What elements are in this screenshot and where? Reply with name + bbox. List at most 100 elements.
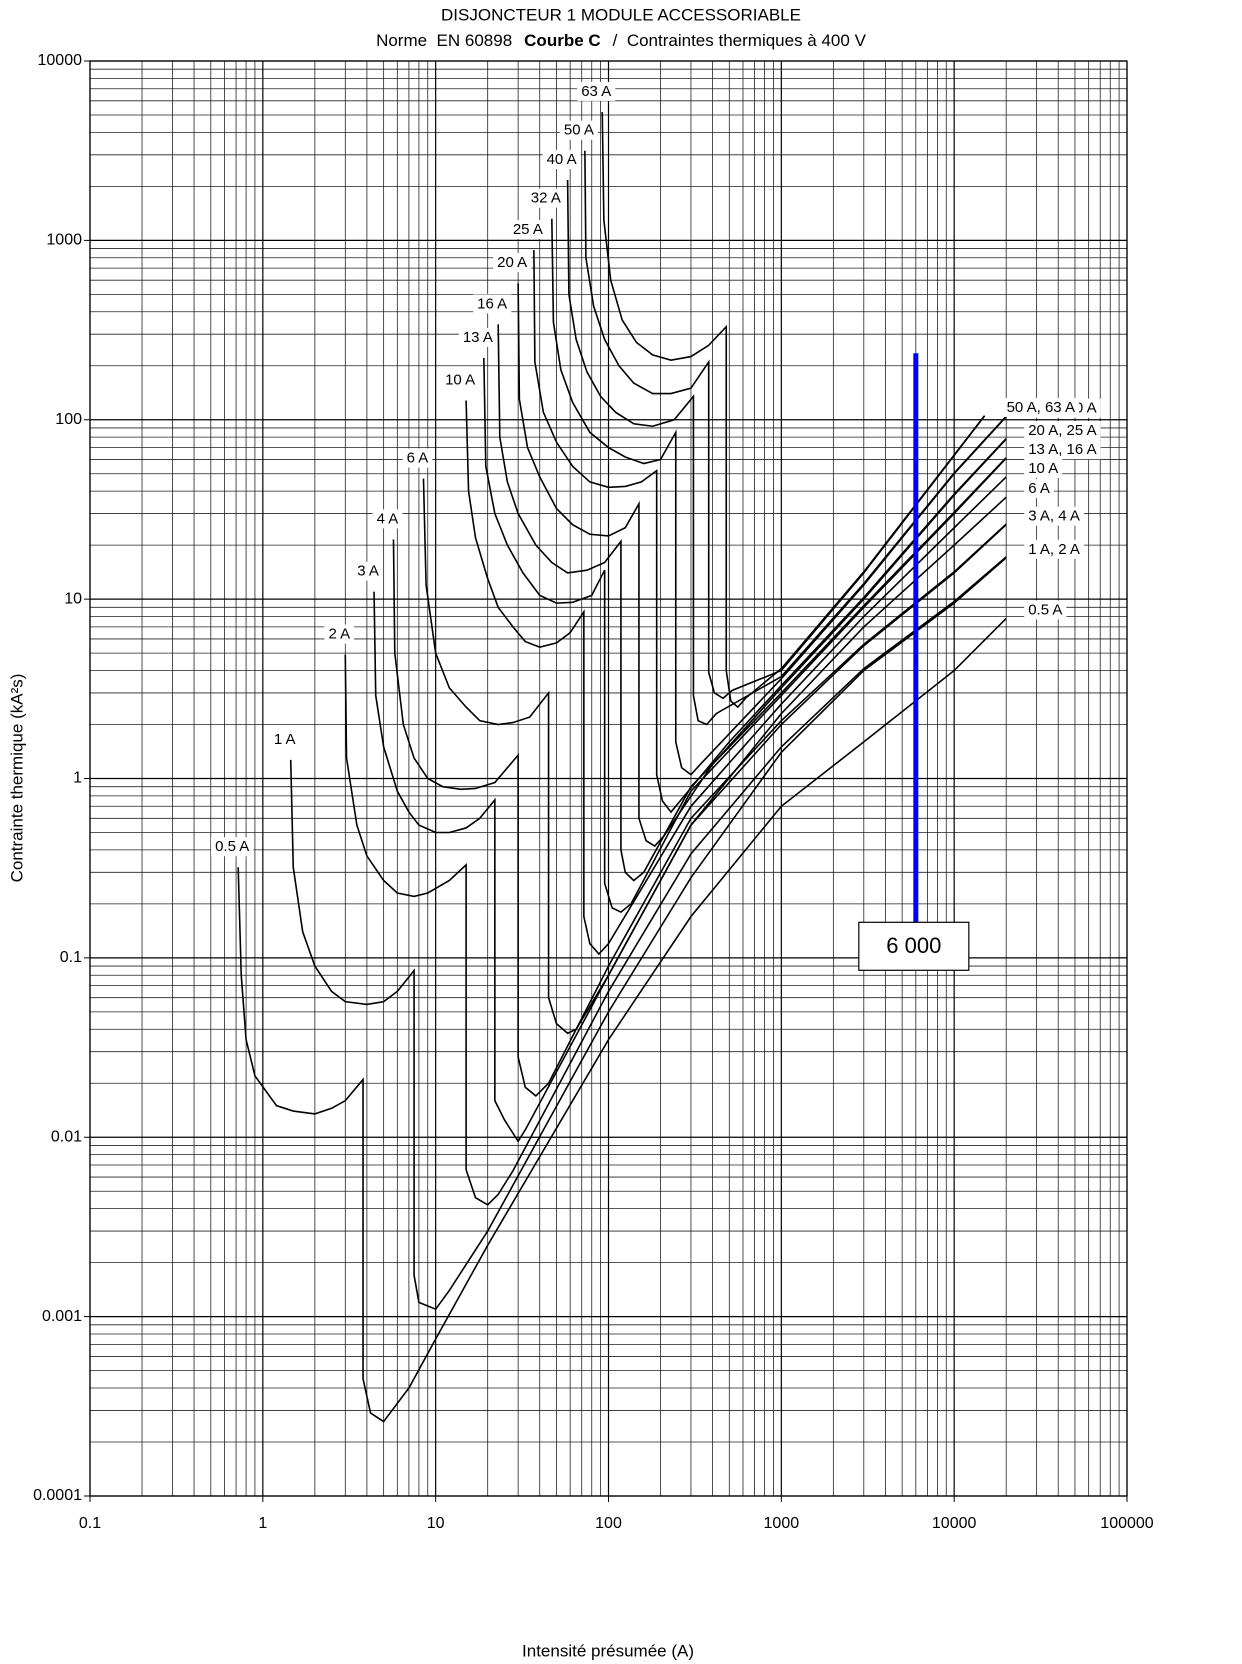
end-label-box xyxy=(1024,600,1067,620)
curve xyxy=(392,523,1007,1097)
curve-label-box xyxy=(353,561,383,581)
curve-label: 0.5 A xyxy=(215,838,249,855)
curve-label-group: 4 A xyxy=(372,509,403,529)
end-label: 3 A, 4 A xyxy=(1028,508,1080,525)
y-tick-label: 1 xyxy=(73,770,82,787)
y-tick-label: 10000 xyxy=(38,52,83,69)
end-label-box xyxy=(1024,479,1054,499)
curve xyxy=(422,478,1007,1035)
end-label-group: 20 A, 25 A xyxy=(1024,421,1101,441)
curve-label-box xyxy=(269,729,300,749)
end-label-group: 6 A xyxy=(1024,479,1054,499)
end-label-group: 50 A, 63 A xyxy=(1002,397,1080,417)
y-tick-label: 0.1 xyxy=(60,949,82,966)
x-axis-label: Intensité présumée (A) xyxy=(522,1641,694,1660)
curve xyxy=(465,400,1007,956)
subtitle-part: Norme EN 60898 xyxy=(376,31,512,50)
end-label-box xyxy=(1024,421,1101,441)
curve-label-group: 1 A xyxy=(269,729,300,749)
curve-label: 4 A xyxy=(377,510,399,527)
curve-label-box xyxy=(324,624,355,644)
curve xyxy=(237,617,1007,1423)
end-label-box xyxy=(1002,397,1080,417)
curve-label-box xyxy=(493,253,532,273)
curve-label-box xyxy=(211,837,254,857)
curve-label-group: 40 A xyxy=(542,149,581,169)
curve-label: 3 A xyxy=(357,563,379,580)
plot-frame xyxy=(89,60,1128,1497)
chart-title: DISJONCTEUR 1 MODULE ACCESSORIABLE xyxy=(441,5,801,24)
x-tick-label: 100 xyxy=(595,1515,622,1532)
curve-label-group: 6 A xyxy=(402,448,433,468)
x-tick-label: 100000 xyxy=(1100,1515,1153,1532)
end-label: 50 A, 63 A xyxy=(1007,399,1075,416)
curve-label-group: 20 A xyxy=(493,253,532,273)
y-tick-label: 100 xyxy=(55,411,82,428)
curve xyxy=(533,250,1007,814)
y-tick-label: 0.0001 xyxy=(33,1487,82,1504)
curve-label: 1 A xyxy=(274,731,296,748)
curve-label: 32 A xyxy=(531,190,561,207)
curve-label-box xyxy=(577,81,616,101)
curve-label-box xyxy=(542,149,581,169)
y-tick-label: 0.01 xyxy=(51,1128,82,1145)
curve xyxy=(289,557,1007,1311)
curve-label-box xyxy=(508,220,547,240)
curve-label-box xyxy=(372,509,403,529)
curve-label: 20 A xyxy=(497,254,527,271)
end-label-box xyxy=(1024,440,1101,460)
end-label: 6 A xyxy=(1028,480,1050,497)
curve-label: 13 A xyxy=(463,329,493,346)
curve xyxy=(584,150,986,700)
grid xyxy=(89,60,1128,1497)
curve-label-group: 0.5 A xyxy=(211,837,254,857)
curve-label-group: 25 A xyxy=(508,220,547,240)
end-label: 0.5 A xyxy=(1028,601,1062,618)
end-label-group: 1 A, 2 A xyxy=(1024,539,1084,559)
curve-label-group: 13 A xyxy=(458,327,497,347)
y-tick-label: 1000 xyxy=(46,232,82,249)
curve xyxy=(344,556,1007,1206)
curve xyxy=(517,283,1007,848)
y-tick-label: 0.001 xyxy=(42,1308,82,1325)
curve-label-group: 10 A xyxy=(441,370,480,390)
end-label-group: 10 A xyxy=(1024,458,1063,478)
curve-label: 10 A xyxy=(445,371,475,388)
curve xyxy=(566,180,1007,726)
end-label-box xyxy=(1024,506,1084,526)
subtitle-part: / Contraintes thermiques à 400 V xyxy=(613,31,867,50)
end-label-group: 13 A, 16 A xyxy=(1024,440,1101,460)
curve-label-group: 63 A xyxy=(577,81,616,101)
subtitle-part: Courbe C xyxy=(524,31,601,50)
end-label: 13 A, 16 A xyxy=(1028,441,1096,458)
y-axis-label: Contrainte thermique (kA²s) xyxy=(7,674,26,883)
curve-label: 63 A xyxy=(581,83,611,100)
curve-label-box xyxy=(526,188,565,208)
x-tick-label: 10 xyxy=(427,1515,445,1532)
curve xyxy=(497,324,1007,882)
curve xyxy=(373,524,1007,1143)
curve-label: 40 A xyxy=(547,151,577,168)
curve-label: 2 A xyxy=(328,626,350,643)
x-tick-label: 1000 xyxy=(764,1515,800,1532)
curve-label-box xyxy=(559,120,598,140)
end-label: 1 A, 2 A xyxy=(1028,541,1080,558)
curve-label-box xyxy=(441,370,480,390)
curve xyxy=(601,111,986,709)
curve-label-box xyxy=(458,327,497,347)
end-label-group: 3 A, 4 A xyxy=(1024,506,1084,526)
curve-label-group: 2 A xyxy=(324,624,355,644)
curve-label: 16 A xyxy=(477,295,507,312)
x-tick-label: 10000 xyxy=(932,1515,977,1532)
end-label: 10 A xyxy=(1028,460,1058,477)
marker-box xyxy=(858,921,970,971)
end-label-group: 0.5 A xyxy=(1024,600,1067,620)
x-tick-label: 0.1 xyxy=(79,1515,101,1532)
curve-label-box xyxy=(402,448,433,468)
curve-label-group: 50 A xyxy=(559,120,598,140)
end-label: 20 A, 25 A xyxy=(1028,422,1096,439)
y-tick-label: 10 xyxy=(64,590,82,607)
end-label-box xyxy=(1024,458,1063,478)
curve-label: 50 A xyxy=(564,122,594,139)
